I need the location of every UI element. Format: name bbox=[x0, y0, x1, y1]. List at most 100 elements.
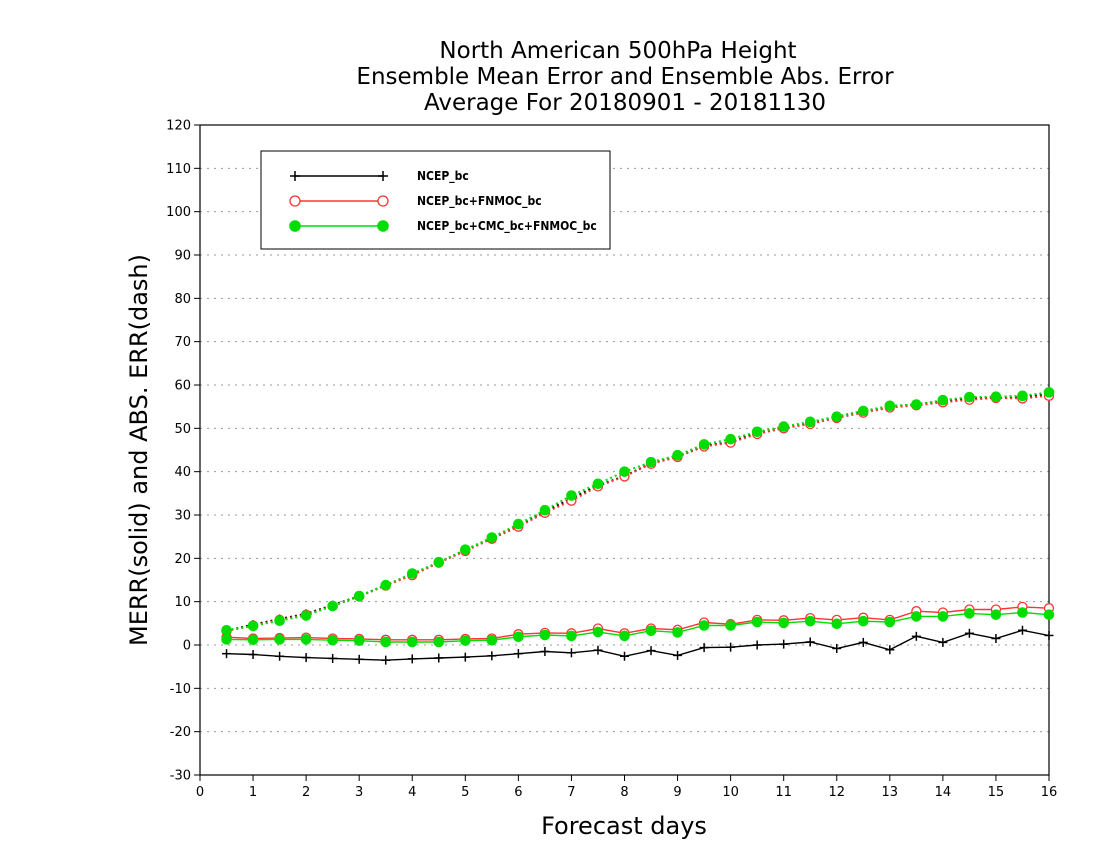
mean-error-point bbox=[354, 654, 364, 664]
y-tick-label: 50 bbox=[174, 422, 191, 437]
mean-error-point bbox=[964, 608, 975, 619]
mean-error-point bbox=[857, 615, 869, 627]
x-tick-label: 10 bbox=[722, 785, 739, 800]
abs-error-point bbox=[247, 620, 259, 632]
mean-error-point bbox=[566, 648, 576, 658]
chart-title-line-3: Average For 20180901 - 20181130 bbox=[424, 90, 826, 116]
mean-error-point bbox=[804, 615, 816, 627]
y-axis-label: MERR(solid) and ABS. ERR(dash) bbox=[125, 254, 153, 646]
abs-error-point bbox=[937, 394, 949, 406]
abs-error-line bbox=[226, 392, 1050, 632]
abs-error-point bbox=[566, 490, 577, 501]
abs-error-point bbox=[619, 466, 630, 477]
mean-error-point bbox=[460, 652, 470, 662]
mean-error-point bbox=[460, 635, 471, 646]
abs-error-point bbox=[406, 568, 418, 579]
mean-error-point bbox=[406, 636, 418, 648]
mean-error-point bbox=[433, 636, 445, 648]
mean-error-point bbox=[539, 629, 551, 641]
mean-error-point bbox=[353, 635, 365, 646]
legend-marker bbox=[290, 171, 300, 181]
legend-marker bbox=[377, 195, 389, 207]
mean-error-point bbox=[407, 654, 417, 664]
legend-marker bbox=[289, 195, 301, 207]
x-tick-label: 13 bbox=[882, 785, 899, 800]
x-tick-label: 3 bbox=[355, 785, 363, 800]
series-1 bbox=[221, 390, 1055, 645]
legend-box bbox=[260, 150, 611, 250]
mean-error-point bbox=[513, 649, 523, 659]
abs-error-point bbox=[380, 579, 392, 591]
mean-error-point bbox=[751, 616, 763, 628]
abs-error-point bbox=[645, 456, 657, 468]
mean-error-point bbox=[1044, 630, 1054, 640]
legend-marker bbox=[378, 171, 388, 181]
y-tick-label: 70 bbox=[174, 335, 191, 350]
legend-entry: NCEP_bc+CMC_bc+FNMOC_bc bbox=[289, 219, 597, 234]
x-tick-label: 15 bbox=[988, 785, 1005, 800]
y-tick-label: 100 bbox=[166, 205, 191, 220]
mean-error-point bbox=[645, 625, 657, 637]
abs-error-point bbox=[460, 544, 471, 555]
mean-error-point bbox=[487, 651, 497, 661]
abs-error-point bbox=[1043, 387, 1055, 398]
legend-label: NCEP_bc bbox=[417, 169, 469, 184]
abs-error-point bbox=[221, 624, 232, 636]
x-tick-label: 2 bbox=[302, 785, 310, 800]
mean-error-point bbox=[620, 651, 629, 661]
x-tick-label: 7 bbox=[567, 785, 575, 800]
x-tick-label: 6 bbox=[514, 785, 522, 800]
y-tick-label: 120 bbox=[166, 119, 191, 134]
mean-error-point bbox=[885, 645, 895, 655]
abs-error-point bbox=[831, 411, 843, 422]
abs-error-point bbox=[1017, 390, 1028, 402]
mean-error-point bbox=[566, 630, 577, 642]
y-tick-label: 0 bbox=[183, 639, 191, 654]
legend-entry: NCEP_bc+FNMOC_bc bbox=[289, 194, 542, 209]
mean-error-point bbox=[779, 639, 789, 649]
x-tick-label: 12 bbox=[828, 785, 845, 800]
y-tick-label: -20 bbox=[170, 725, 191, 740]
mean-error-point bbox=[592, 626, 604, 638]
y-tick-label: 40 bbox=[174, 465, 191, 480]
y-tick-label: 90 bbox=[174, 249, 191, 264]
x-tick-label: 9 bbox=[673, 785, 681, 800]
mean-error-point bbox=[990, 609, 1002, 620]
mean-error-point bbox=[673, 650, 683, 660]
mean-error-point bbox=[248, 650, 258, 660]
mean-error-line bbox=[226, 611, 1050, 643]
y-tick-label: -30 bbox=[170, 769, 191, 784]
mean-error-point bbox=[1043, 609, 1055, 620]
abs-error-point bbox=[274, 615, 285, 627]
mean-error-point bbox=[275, 651, 285, 661]
y-tick-label: 20 bbox=[174, 552, 191, 567]
mean-error-point bbox=[619, 630, 630, 642]
series-0 bbox=[222, 389, 1054, 665]
y-tick-label: 10 bbox=[174, 595, 191, 610]
mean-error-point bbox=[513, 631, 524, 643]
abs-error-point bbox=[513, 518, 524, 530]
series-2 bbox=[221, 387, 1055, 648]
mean-error-point bbox=[805, 637, 815, 647]
mean-error-point bbox=[247, 634, 259, 646]
legend-marker bbox=[289, 220, 301, 232]
abs-error-point bbox=[539, 504, 551, 516]
mean-error-point bbox=[328, 653, 338, 663]
mean-error-point bbox=[884, 616, 896, 628]
legend-marker bbox=[377, 220, 389, 232]
mean-error-point bbox=[831, 618, 843, 630]
abs-error-point bbox=[592, 478, 604, 490]
legend: NCEP_bc NCEP_bc+FNMOC_bc NCEP_bc+CMC_bc+FN… bbox=[260, 150, 611, 250]
chart-title-line-2: Ensemble Mean Error and Ensemble Abs. Er… bbox=[356, 64, 894, 90]
mean-error-point bbox=[486, 634, 498, 646]
mean-error-point bbox=[937, 611, 949, 622]
chart-title-line-1: North American 500hPa Height bbox=[439, 38, 796, 64]
abs-error-point bbox=[911, 399, 922, 410]
mean-error-point bbox=[672, 627, 683, 638]
abs-error-line bbox=[226, 394, 1050, 633]
mean-error-point bbox=[911, 631, 921, 641]
mean-error-line bbox=[226, 629, 1050, 661]
mean-error-point bbox=[699, 643, 709, 653]
